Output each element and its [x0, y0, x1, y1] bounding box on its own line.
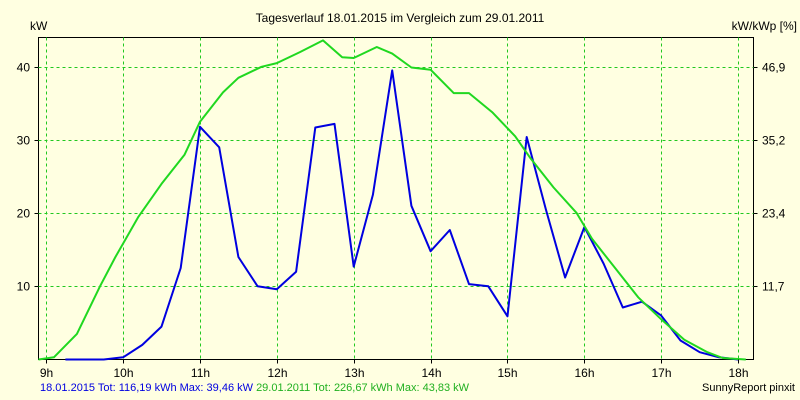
- y-tick-label-right: 23,4: [762, 207, 786, 221]
- footer-series1-stats: 18.01.2015 Tot: 116,19 kWh Max: 39,46 kW: [40, 382, 253, 394]
- tick-layer: 9h 10h 11h 12h 13h 14h 15h 16h 17h 18h 10 11,7 20 23,…: [17, 61, 786, 381]
- y-tick-label-left: 10: [17, 280, 31, 294]
- x-tick-label: 11h: [191, 366, 210, 380]
- y-tick-label-left: 30: [17, 134, 31, 148]
- x-tick-label: 13h: [344, 366, 364, 380]
- y-tick-label-right: 35,2: [762, 134, 786, 148]
- chart-title: Tagesverlauf 18.01.2015 im Vergleich zum…: [256, 11, 545, 25]
- y-tick-label-right: 46,9: [762, 61, 786, 75]
- y-axis-label-right: kW/kWp [%]: [732, 19, 797, 33]
- series-line-2: [38, 39, 746, 361]
- footer-stats: 18.01.2015 Tot: 116,19 kWh Max: 39,46 kW…: [40, 382, 469, 394]
- grid-layer: [38, 37, 754, 360]
- footer-credit: SunnyReport pinxit: [702, 382, 795, 394]
- x-tick-label: 15h: [497, 366, 517, 380]
- y-tick-label-right: 11,7: [762, 280, 785, 294]
- x-tick-label: 16h: [574, 366, 594, 380]
- x-tick-label: 10h: [113, 366, 133, 380]
- y-axis-label-left: kW: [30, 19, 48, 33]
- series-line-1: [65, 69, 739, 361]
- x-tick-label: 9h: [40, 366, 53, 380]
- x-tick-label: 12h: [267, 366, 287, 380]
- x-tick-label: 14h: [421, 366, 441, 380]
- y-tick-label-left: 40: [17, 61, 31, 75]
- x-tick-label: 17h: [651, 366, 671, 380]
- series-layer: [38, 39, 746, 361]
- plot-border: [38, 37, 754, 360]
- footer-series2-stats: 29.01.2011 Tot: 226,67 kWh Max: 43,83 kW: [256, 382, 470, 394]
- x-tick-label: 18h: [728, 366, 748, 380]
- y-tick-label-left: 20: [17, 207, 31, 221]
